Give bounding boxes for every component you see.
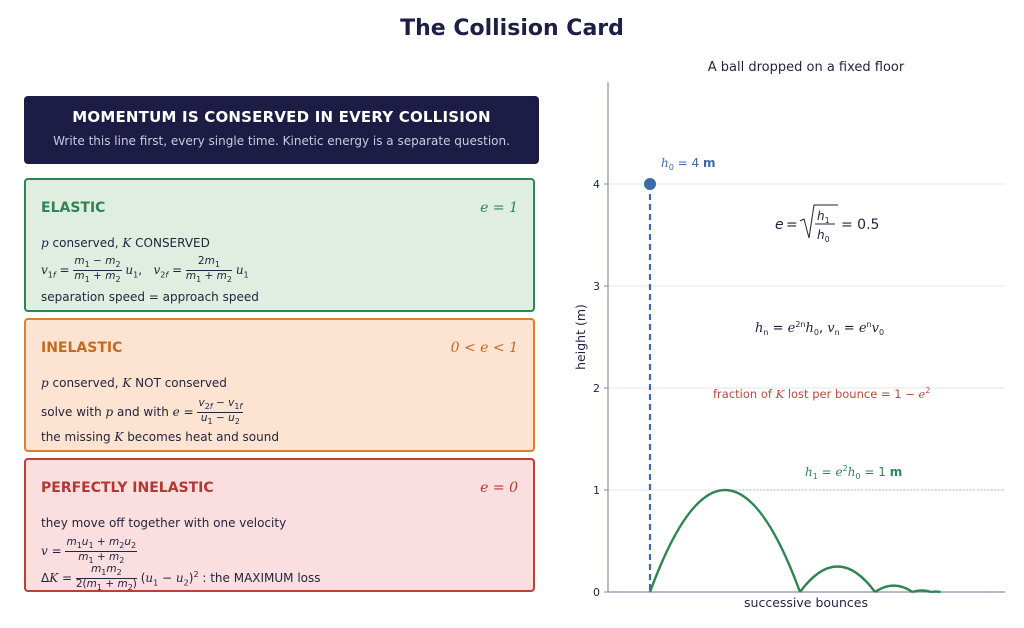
x-axis-label: successive bounces (744, 595, 868, 610)
maximum-loss-text: : the MAXIMUM loss (198, 571, 321, 586)
banner-heading: MOMENTUM IS CONSERVED IN EVERY COLLISION (72, 108, 491, 126)
bounce-arc (648, 489, 802, 593)
chart-grid (608, 183, 1005, 491)
conserved-text: conserved, (48, 236, 123, 250)
h1-annotation: h1 = e2h0 = 1 m (805, 464, 902, 481)
svg-text:h1: h1 (817, 209, 830, 225)
h0-annotation: h0 = 4 m (661, 156, 715, 172)
elastic-conservation-line: p conserved, K CONSERVED (41, 236, 210, 250)
y-tick-label: 1 (593, 484, 600, 497)
y-tick-label: 3 (593, 280, 600, 293)
y-tick-label: 0 (593, 586, 600, 599)
perfectly-inelastic-card: PERFECTLY INELASTIC e = 0 they move off … (24, 458, 535, 592)
perfectly-inelastic-title: PERFECTLY INELASTIC (41, 480, 214, 496)
svg-text:e: e (775, 217, 784, 233)
inelastic-title: INELASTIC (41, 340, 123, 356)
bounce-arc (912, 589, 932, 594)
elastic-title: ELASTIC (41, 200, 106, 216)
and-with-text: and with (113, 405, 173, 420)
hn-formula: hn = e2nh0, vn = env0 (755, 320, 884, 337)
missing-text: the missing (41, 430, 115, 444)
page-title: The Collision Card (400, 16, 624, 41)
elastic-coefficient: e = 1 (480, 200, 518, 216)
chart-title: A ball dropped on a fixed floor (708, 60, 905, 75)
inelastic-heat-line: the missing K becomes heat and sound (41, 430, 279, 444)
momentum-banner: MOMENTUM IS CONSERVED IN EVERY COLLISION… (24, 96, 539, 164)
conserved-status: CONSERVED (131, 236, 210, 250)
inelastic-coefficient: 0 < e < 1 (450, 340, 518, 356)
banner-subtext: Write this line first, every single time… (53, 134, 510, 148)
kinetic-symbol: K (122, 236, 132, 250)
chart-marks (644, 178, 941, 594)
bounce-arc (799, 565, 876, 593)
conserved-text: conserved, (48, 376, 123, 390)
kinetic-symbol: K (114, 430, 124, 444)
momentum-symbol: p (41, 376, 49, 390)
y-axis-label: height (m) (573, 304, 588, 370)
y-tick-label: 4 (593, 178, 600, 191)
perfect-energy-loss: ΔK = m1m2 2(m1 + m2) (u1 − u2)2 : the MAX… (41, 563, 321, 593)
svg-text:=: = (786, 217, 798, 233)
inelastic-restitution-line: solve with p and with e = v2f − v1f u1 − … (41, 397, 244, 427)
perfect-velocity-equation: v = m1u1 + m2u2 m1 + m2 (41, 536, 138, 566)
y-ticks: 0 1 2 3 4 (593, 178, 608, 599)
momentum-symbol: p (105, 405, 114, 420)
perfectly-inelastic-coefficient: e = 0 (480, 480, 518, 496)
svg-text:= 0.5: = 0.5 (841, 217, 879, 233)
heat-text: becomes heat and sound (123, 430, 279, 444)
elastic-card: ELASTIC e = 1 p conserved, K CONSERVED v… (24, 178, 535, 312)
svg-text:h0: h0 (817, 228, 830, 244)
perfect-together-line: they move off together with one velocity (41, 516, 287, 530)
fraction-lost-annotation: fraction of K lost per bounce = 1 − e2 (713, 386, 930, 401)
elastic-velocity-equations: v1f = m1 − m2 m1 + m2 u1, v2f = 2m1 m1 + m… (41, 255, 249, 285)
inelastic-card: INELASTIC 0 < e < 1 p conserved, K NOT c… (24, 318, 535, 452)
ball-marker (644, 178, 656, 190)
elastic-speed-rule: separation speed = approach speed (41, 290, 259, 304)
bounce-arc (874, 584, 914, 594)
kinetic-symbol: K (122, 376, 132, 390)
not-conserved-status: NOT conserved (131, 376, 227, 390)
y-tick-label: 2 (593, 382, 600, 395)
solve-text: solve with (41, 405, 106, 420)
restitution-formula: e = h1 h0 = 0.5 (775, 204, 879, 244)
momentum-symbol: p (41, 236, 49, 250)
inelastic-conservation-line: p conserved, K NOT conserved (41, 376, 227, 390)
